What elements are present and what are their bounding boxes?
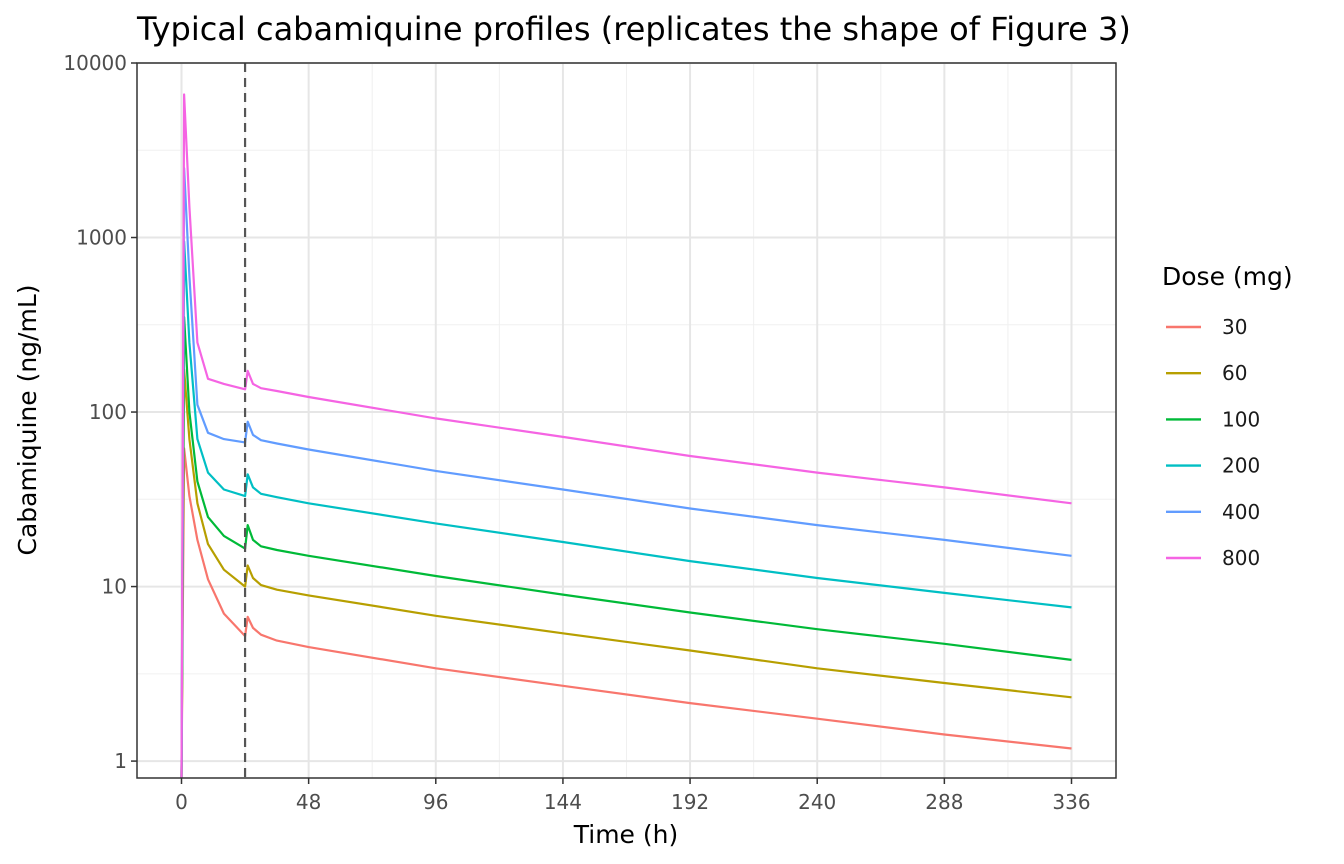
legend-label-200: 200 <box>1222 454 1260 478</box>
legend-label-800: 800 <box>1222 546 1260 570</box>
x-tick-label: 240 <box>798 790 836 814</box>
plot-area: 0 48 96 144 192 240 288 336 1 10 100 1000 10000 <box>63 51 1117 814</box>
legend-label-30: 30 <box>1222 315 1247 339</box>
x-tick-label: 144 <box>544 790 582 814</box>
y-tick-label: 100 <box>89 400 127 424</box>
x-tick-label: 0 <box>175 790 188 814</box>
y-tick-label: 10000 <box>63 51 127 75</box>
x-tick-label: 288 <box>925 790 963 814</box>
series-line-200 <box>180 240 1072 778</box>
x-axis-title: Time (h) <box>573 820 678 849</box>
legend-label-100: 100 <box>1222 407 1260 431</box>
y-tick-label: 10 <box>102 575 127 599</box>
plot-border <box>136 62 1117 779</box>
series-line-30 <box>180 447 1072 778</box>
series-line-60 <box>180 368 1072 778</box>
y-tick-label: 1000 <box>76 226 127 250</box>
chart-title: Typical cabamiquine profiles (replicates… <box>136 10 1131 48</box>
series-line-400 <box>180 167 1072 778</box>
legend: Dose (mg) 30 60 100 200 400 800 <box>1162 262 1293 570</box>
x-tick-label: 336 <box>1052 790 1090 814</box>
series-line-100 <box>180 316 1072 778</box>
x-tick-label: 192 <box>671 790 709 814</box>
y-tick-label: 1 <box>114 749 127 773</box>
series-line-800 <box>180 93 1072 778</box>
x-tick-label: 48 <box>296 790 321 814</box>
legend-title: Dose (mg) <box>1162 262 1293 291</box>
legend-label-60: 60 <box>1222 361 1247 385</box>
legend-label-400: 400 <box>1222 500 1260 524</box>
x-tick-label: 96 <box>423 790 448 814</box>
y-axis-title: Cabamiquine (ng/mL) <box>13 284 42 555</box>
